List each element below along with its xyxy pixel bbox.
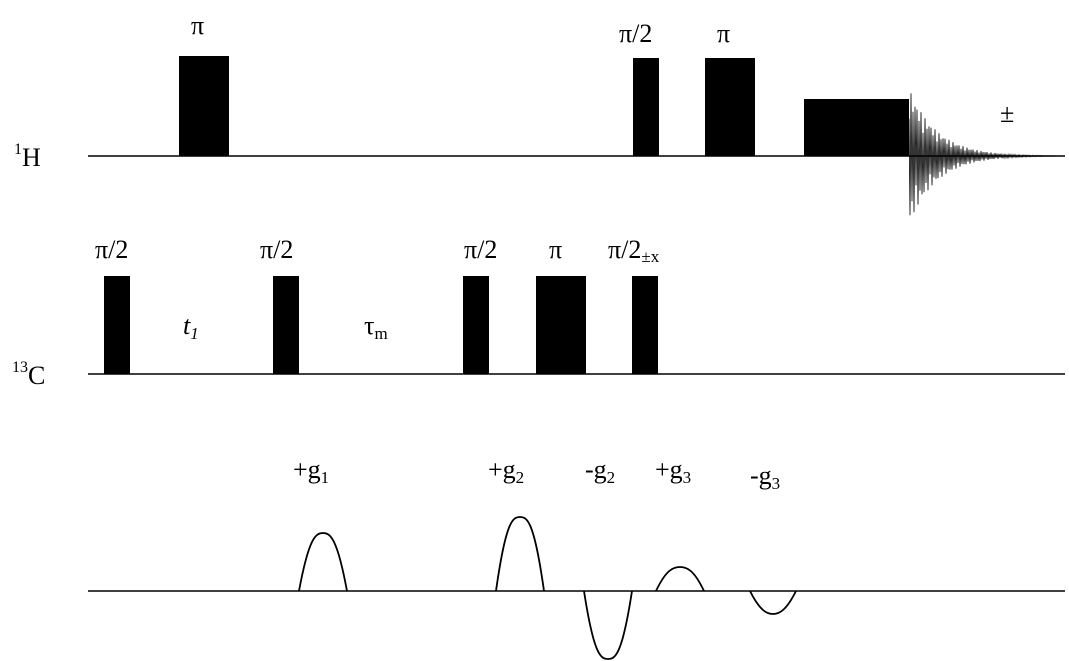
gradient-pulse-g2-positive [495, 516, 545, 592]
c13-pi-half-label-1: π/2 [95, 235, 128, 264]
gradient-label-g1: +g1 [293, 455, 329, 487]
h1-channel: 1H π π/2 π ± [14, 11, 1065, 216]
gradient-label-g2-positive: +g2 [488, 455, 524, 487]
h1-pi-half-label: π/2 [619, 19, 652, 48]
c13-element: C [28, 361, 45, 390]
h1-decoupling-block [804, 99, 909, 156]
h1-pi-pulse-2 [705, 58, 755, 156]
c13-pi-half-pulse-3 [463, 276, 489, 374]
c13-pi-label: π [549, 235, 562, 264]
h1-pi-label-2: π [717, 19, 730, 48]
gradient-label-g2-negative: -g2 [585, 455, 615, 487]
gradient-label-g3-positive: +g3 [655, 455, 691, 487]
t1-main: t [183, 311, 191, 340]
h1-mass-number: 1 [14, 141, 22, 158]
gradient-label-g3-negative: -g3 [750, 461, 780, 493]
c13-pi-pulse [536, 276, 586, 374]
c13-pm-x-subscript: ±x [641, 247, 659, 266]
c13-pi-half-text: π/2 [608, 235, 641, 264]
c13-channel-label: 13C [12, 359, 45, 390]
gradient-pulse-g3-negative [749, 590, 797, 615]
c13-pi-half-pulse-4 [632, 276, 658, 374]
tau-subscript: m [374, 324, 387, 343]
tau-m-delay-label: τm [364, 311, 388, 343]
c13-mass-number: 13 [12, 359, 28, 376]
tau-main: τ [364, 311, 374, 340]
c13-pi-half-label-3: π/2 [464, 235, 497, 264]
gradient-pulse-g3-positive [655, 566, 705, 592]
c13-pi-half-pm-x-label: π/2±x [608, 235, 660, 266]
h1-element: H [22, 143, 41, 172]
h1-pi-half-pulse [633, 58, 659, 156]
gradient-channel: +g1 +g2 -g2 +g3 -g3 [88, 455, 1065, 660]
c13-pi-half-pulse-2 [273, 276, 299, 374]
h1-pi-pulse-1 [179, 56, 229, 156]
gradient-pulse-g2-negative [583, 590, 633, 660]
h1-fid-signal [908, 93, 1056, 216]
t1-delay-label: t1 [183, 311, 199, 343]
h1-pi-label-1: π [191, 11, 204, 40]
c13-channel: 13C π/2 t1 π/2 τm π/2 π π/2±x [12, 235, 1065, 390]
c13-pi-half-pulse-1 [104, 276, 130, 374]
c13-pi-half-label-2: π/2 [260, 235, 293, 264]
h1-pm-label: ± [1000, 99, 1014, 128]
t1-subscript: 1 [190, 324, 199, 343]
gradient-pulse-g1 [298, 532, 348, 592]
h1-channel-label: 1H [14, 141, 41, 172]
